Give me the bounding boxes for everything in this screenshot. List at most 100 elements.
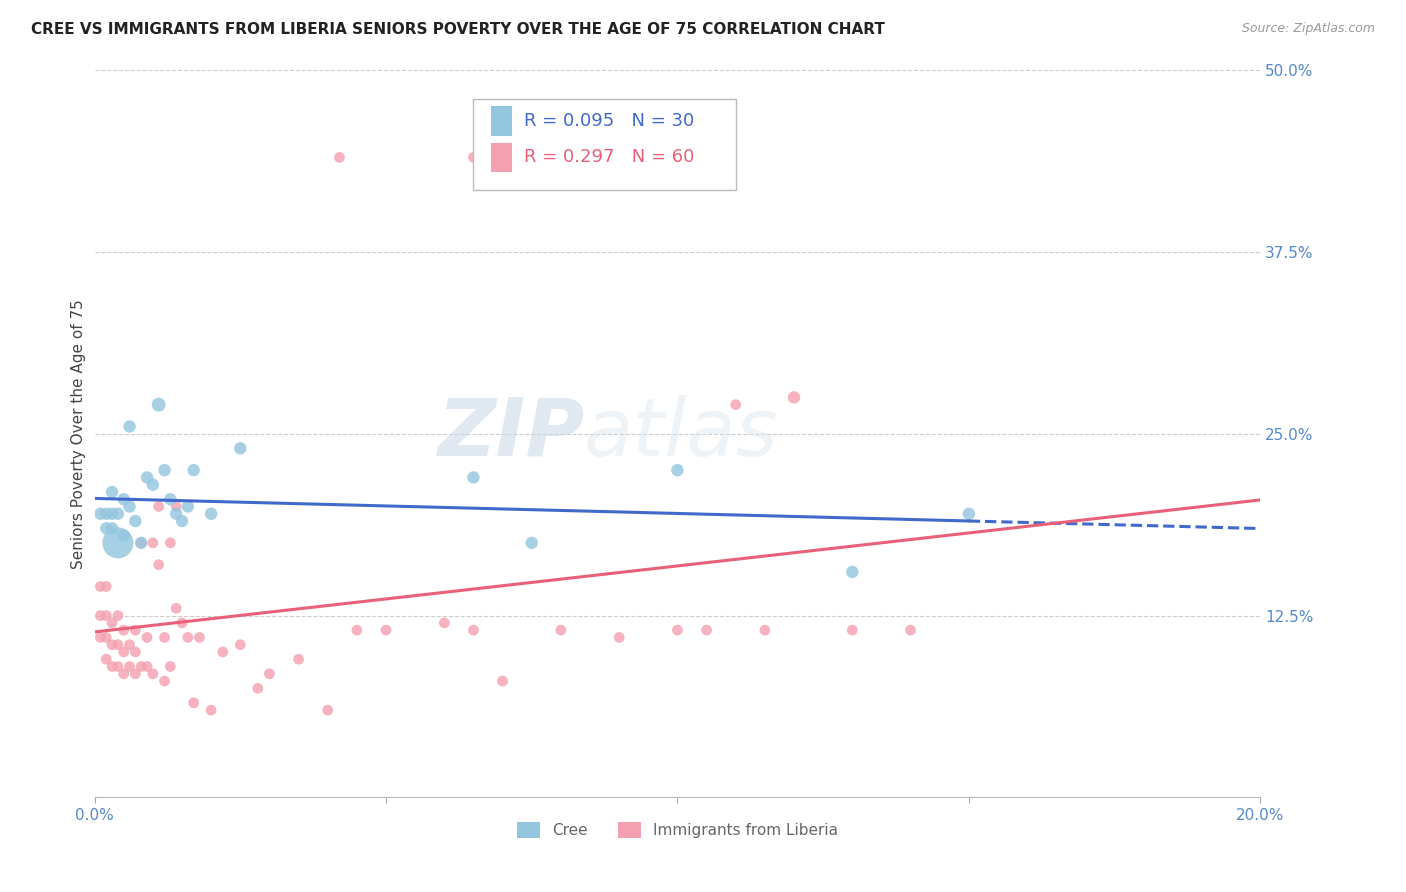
Text: R = 0.095   N = 30: R = 0.095 N = 30 — [523, 112, 693, 130]
Point — [136, 470, 159, 484]
Point — [433, 615, 456, 630]
Point — [170, 514, 193, 528]
Point — [229, 442, 252, 456]
Point — [118, 419, 141, 434]
Point — [107, 608, 129, 623]
Point — [316, 703, 339, 717]
Point — [520, 536, 543, 550]
Point — [153, 631, 176, 645]
Legend: Cree, Immigrants from Liberia: Cree, Immigrants from Liberia — [510, 816, 844, 845]
Point — [259, 666, 281, 681]
Point — [696, 623, 718, 637]
Point — [328, 150, 350, 164]
Point — [118, 500, 141, 514]
Point — [463, 150, 485, 164]
Point — [957, 507, 980, 521]
Point — [211, 645, 233, 659]
Point — [153, 674, 176, 689]
Point — [107, 638, 129, 652]
Point — [159, 659, 181, 673]
Point — [89, 608, 111, 623]
Point — [165, 500, 187, 514]
Point — [142, 477, 165, 491]
Point — [183, 463, 205, 477]
Point — [165, 601, 187, 615]
Point — [177, 631, 200, 645]
Point — [96, 631, 118, 645]
Point — [148, 398, 170, 412]
Point — [177, 500, 200, 514]
Point — [200, 507, 222, 521]
Point — [229, 638, 252, 652]
Point — [148, 500, 170, 514]
Point — [96, 521, 118, 535]
Point — [246, 681, 269, 696]
Point — [124, 623, 146, 637]
Point — [112, 528, 135, 542]
Point — [107, 507, 129, 521]
Point — [607, 631, 630, 645]
Point — [112, 666, 135, 681]
Point — [124, 514, 146, 528]
Point — [183, 696, 205, 710]
Point — [841, 565, 863, 579]
Point — [346, 623, 368, 637]
FancyBboxPatch shape — [491, 143, 512, 172]
Point — [188, 631, 211, 645]
Point — [96, 580, 118, 594]
Text: Source: ZipAtlas.com: Source: ZipAtlas.com — [1241, 22, 1375, 36]
Text: CREE VS IMMIGRANTS FROM LIBERIA SENIORS POVERTY OVER THE AGE OF 75 CORRELATION C: CREE VS IMMIGRANTS FROM LIBERIA SENIORS … — [31, 22, 884, 37]
Point — [148, 558, 170, 572]
Point — [142, 536, 165, 550]
Text: ZIP: ZIP — [437, 395, 583, 473]
Point — [96, 652, 118, 666]
Point — [101, 507, 124, 521]
Point — [96, 608, 118, 623]
FancyBboxPatch shape — [491, 106, 512, 136]
Point — [900, 623, 922, 637]
Point — [754, 623, 776, 637]
Point — [159, 492, 181, 507]
Point — [89, 507, 111, 521]
Point — [136, 659, 159, 673]
Point — [841, 623, 863, 637]
Point — [165, 507, 187, 521]
Point — [124, 666, 146, 681]
Point — [101, 521, 124, 535]
Text: atlas: atlas — [583, 395, 779, 473]
Point — [463, 470, 485, 484]
Point — [491, 674, 513, 689]
Point — [550, 623, 572, 637]
Point — [159, 536, 181, 550]
Point — [96, 507, 118, 521]
Point — [112, 492, 135, 507]
Point — [101, 615, 124, 630]
Point — [142, 666, 165, 681]
Point — [101, 659, 124, 673]
Point — [666, 463, 689, 477]
FancyBboxPatch shape — [474, 99, 735, 190]
Point — [200, 703, 222, 717]
Point — [89, 580, 111, 594]
Point — [724, 398, 747, 412]
Point — [107, 659, 129, 673]
Point — [89, 631, 111, 645]
Point — [129, 536, 152, 550]
Point — [129, 536, 152, 550]
Point — [666, 623, 689, 637]
Point — [153, 463, 176, 477]
Text: R = 0.297   N = 60: R = 0.297 N = 60 — [523, 148, 695, 166]
Point — [287, 652, 309, 666]
Point — [107, 536, 129, 550]
Point — [112, 623, 135, 637]
Y-axis label: Seniors Poverty Over the Age of 75: Seniors Poverty Over the Age of 75 — [72, 299, 86, 568]
Point — [375, 623, 398, 637]
Point — [101, 485, 124, 500]
Point — [101, 638, 124, 652]
Point — [124, 645, 146, 659]
Point — [118, 659, 141, 673]
Point — [129, 659, 152, 673]
Point — [112, 645, 135, 659]
Point — [136, 631, 159, 645]
Point — [118, 638, 141, 652]
